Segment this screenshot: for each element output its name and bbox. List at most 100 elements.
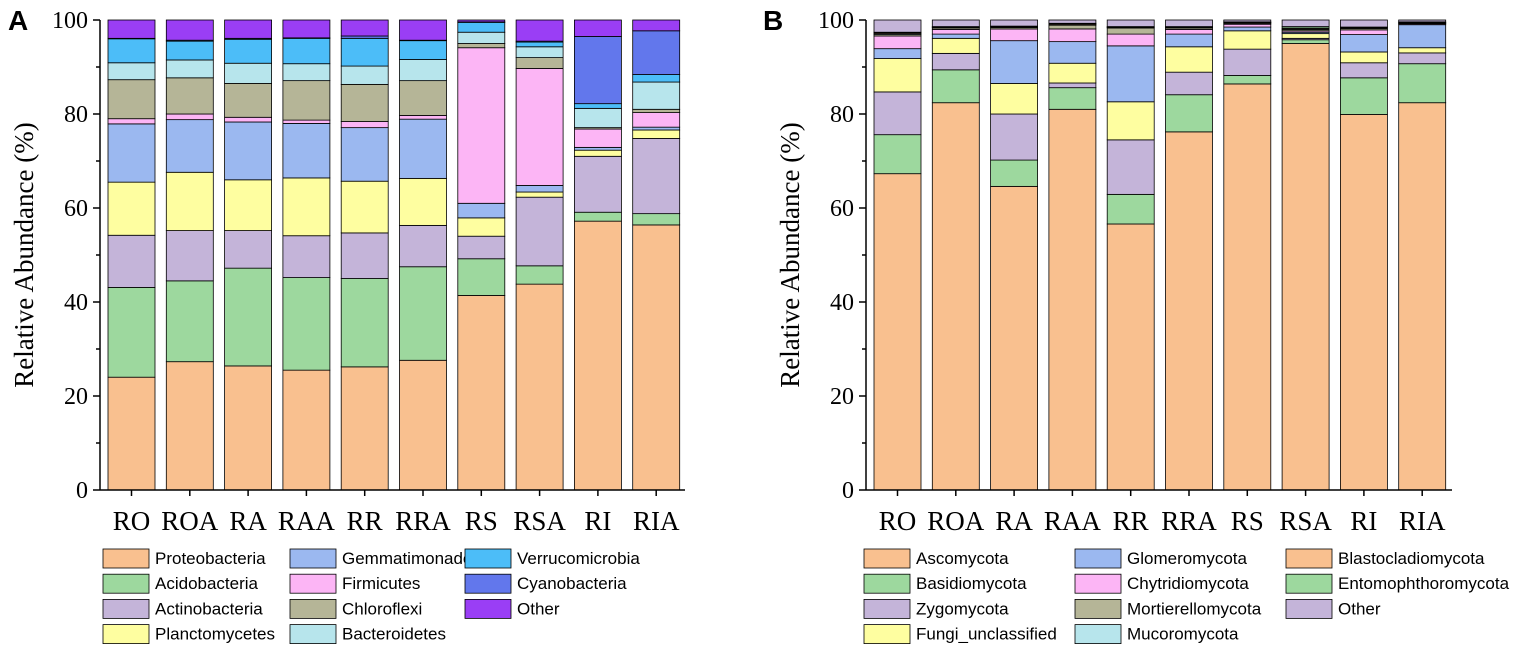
panel-b-y-tick-label: 80	[830, 102, 854, 128]
panel-b-legend-swatch-ascomycota	[863, 548, 911, 569]
panel-a-bar-raa-gemmatimonadetes	[282, 123, 331, 179]
panel-b-bar-ri-other	[1340, 19, 1388, 28]
panel-b-x-tick-label: RO	[879, 506, 917, 536]
panel-a-legend-swatch-bacteroidetes	[289, 624, 337, 644]
panel-a-legend-swatch-cyanobacteria	[464, 573, 512, 594]
panel-a-x-tick-label: RS	[465, 506, 498, 536]
panel-a-bar-raa-planctomycetes	[282, 177, 331, 237]
panel-a-bar-ri-verrucomicrobia	[574, 103, 622, 109]
panel-b-bar-raa-mortierellomycota	[1048, 24, 1097, 30]
panel-b-bar-rs-other	[1223, 19, 1272, 23]
panel-b-legend-swatch-other	[1285, 599, 1333, 619]
panel-a-bar-ro-actinobacteria	[107, 234, 156, 288]
panel-b-bar-ria-glomeromycota	[1398, 24, 1447, 49]
panel-b-bar-rr-mortierellomycota	[1106, 27, 1155, 35]
panel-a-bar-roa-chloroflexi	[165, 77, 214, 115]
panel-a-bar-rs-proteobacteria	[457, 295, 506, 491]
panel-b-bar-ra-other	[990, 19, 1038, 27]
panel-a-bar-ri-gemmatimonadetes	[574, 146, 622, 151]
panel-b-bar-rs-basidiomycota	[1223, 75, 1272, 85]
panel-b-bar-ra-ascomycota	[990, 185, 1038, 491]
panel-a-legend-swatch-actinobacteria	[102, 599, 150, 619]
panel-a-bar-ro-chloroflexi	[107, 79, 156, 120]
panel-a-bar-raa-bacteroidetes	[282, 63, 331, 82]
panel-b-x-tick-label: ROA	[927, 506, 985, 536]
panel-a-bar-ra-gemmatimonadetes	[224, 121, 273, 181]
panel-a-legend-label-planctomycetes: Planctomycetes	[155, 625, 275, 644]
panel-a-bar-roa-verrucomicrobia	[165, 40, 214, 61]
panel-a-bar-ra-other	[224, 19, 273, 39]
panel-a-bar-ria-acidobacteria	[632, 213, 681, 226]
panel-a-bar-rra-acidobacteria	[399, 266, 447, 361]
panel-a-bar-rs-actinobacteria	[457, 235, 506, 260]
panel-a-legend-label-gemmatimonadetes: Gemmatimonadetes	[342, 549, 495, 568]
panel-b-bar-rr-glomeromycota	[1106, 45, 1155, 103]
panel-a-bar-rra-firmicutes	[399, 115, 447, 120]
panel-a-bar-rsa-gemmatimonadetes	[515, 185, 564, 193]
panel-b-legend-swatch-blastocladiomycota	[1285, 548, 1333, 569]
panel-a-legend-swatch-proteobacteria	[102, 548, 150, 569]
panel-a-x-tick-label: RSA	[513, 506, 566, 536]
panel-a-bar-ro-proteobacteria	[107, 376, 156, 491]
panel-a-bar-ro-bacteroidetes	[107, 62, 156, 81]
panel-a-bar-ri-planctomycetes	[574, 149, 622, 157]
panel-a-bar-rsa-proteobacteria	[515, 283, 564, 491]
panel-a-bar-rsa-other	[515, 19, 564, 42]
panel-b-chart: B Relative Abundance (%) RO ROA RA RAA RR RRA RS…	[763, 5, 1510, 644]
panel-a-legend-label-verrucomicrobia: Verrucomicrobia	[517, 549, 640, 568]
panel-b-y-axis-title: Relative Abundance (%)	[775, 122, 805, 387]
panel-b-legend-swatch-glomeromycota	[1074, 548, 1122, 569]
panel-a-bar-rr-other	[340, 19, 389, 37]
panel-b-bar-ra-glomeromycota	[990, 40, 1038, 84]
panel-b-bar-ri-fungi-unclassified	[1340, 51, 1388, 64]
panel-b-legend-label-mortierellomycota: Mortierellomycota	[1127, 599, 1262, 618]
panel-a-bar-rra-chloroflexi	[399, 80, 447, 116]
panel-b-bar-ro-zygomycota	[873, 91, 922, 136]
panel-a-bar-roa-planctomycetes	[165, 171, 214, 231]
panel-a-bar-rr-firmicutes	[340, 121, 389, 129]
panel-a-bar-roa-actinobacteria	[165, 230, 214, 282]
panel-b-bar-rra-zygomycota	[1165, 71, 1213, 96]
panel-b-bar-rsa-fungi-unclassified	[1281, 33, 1330, 39]
panel-a-bar-rs-firmicutes	[457, 47, 506, 204]
panel-a-x-tick-label: RI	[584, 506, 611, 536]
panel-a-legend-swatch-verrucomicrobia	[464, 548, 512, 569]
panel-b-y-tick-label: 0	[842, 478, 854, 504]
panel-b-bar-ro-glomeromycota	[873, 48, 922, 59]
panel-a-bar-ro-gemmatimonadetes	[107, 123, 156, 183]
panel-a-bar-rr-verrucomicrobia	[340, 37, 389, 67]
panel-b-bar-rsa-ascomycota	[1281, 43, 1330, 491]
panel-a-legend-label-firmicutes: Firmicutes	[342, 574, 420, 593]
panel-a-bar-ri-cyanobacteria	[574, 36, 622, 105]
panel-a-y-tick-label: 40	[64, 290, 88, 316]
panel-b-legend-swatch-mortierellomycota	[1074, 599, 1122, 619]
panel-a-legend-label-actinobacteria: Actinobacteria	[155, 599, 263, 618]
panel-b-bar-roa-fungi-unclassified	[931, 37, 980, 54]
panel-b-bar-ro-ascomycota	[873, 173, 922, 491]
panel-a-bar-rr-acidobacteria	[340, 278, 389, 368]
panel-a-x-tick-label: RA	[229, 506, 267, 536]
panel-b-x-tick-label: RA	[995, 506, 1033, 536]
panel-a-chart: A Relative Abundance (%) RO ROA RA RAA RR RRA RS…	[8, 5, 685, 644]
panel-b-y-tick-label: 40	[830, 290, 854, 316]
panel-a-bar-ria-actinobacteria	[632, 138, 681, 215]
panel-b-legend-label-other: Other	[1338, 599, 1381, 618]
panel-b-bar-rr-other	[1106, 19, 1155, 27]
panel-a-bar-ra-bacteroidetes	[224, 62, 273, 84]
panel-a-bar-rsa-firmicutes	[515, 68, 564, 186]
panel-a-bar-rs-acidobacteria	[457, 258, 506, 296]
panel-b-bar-roa-basidiomycota	[931, 69, 980, 104]
panel-a-bar-rsa-actinobacteria	[515, 196, 564, 267]
panel-a-x-tick-label: RAA	[278, 506, 336, 536]
panel-a-y-axis-title: Relative Abundance (%)	[9, 122, 39, 387]
panel-b-x-tick-label: RI	[1350, 506, 1377, 536]
panel-b-bar-ri-glomeromycota	[1340, 34, 1388, 53]
panel-b-x-tick-label: RR	[1113, 506, 1149, 536]
panel-a-y-tick-label: 60	[64, 196, 88, 222]
panel-b-bar-rra-chytridiomycota	[1165, 28, 1213, 35]
panel-b-bar-ri-ascomycota	[1340, 114, 1388, 491]
panel-a-bar-rr-chloroflexi	[340, 83, 389, 122]
panel-b-bar-ro-fungi-unclassified	[873, 58, 922, 93]
panel-b-legend-swatch-mucoromycota	[1074, 624, 1122, 644]
panel-b-bar-ro-other	[873, 19, 922, 33]
